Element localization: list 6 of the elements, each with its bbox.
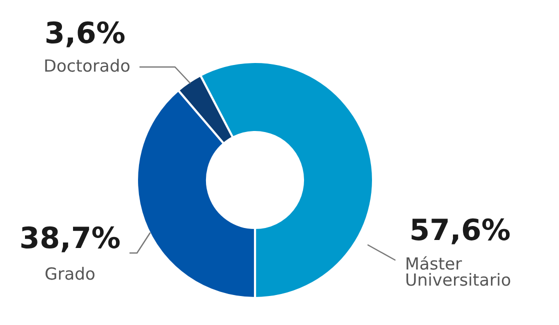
data-label: 57,6%	[412, 218, 510, 244]
slice-label: Máster Universitario	[406, 256, 510, 286]
data-label: 38,7%	[21, 226, 120, 252]
slice-label: Doctorado	[45, 58, 130, 72]
slice-label: Grado	[46, 266, 94, 280]
data-label: 3,6%	[46, 21, 125, 48]
